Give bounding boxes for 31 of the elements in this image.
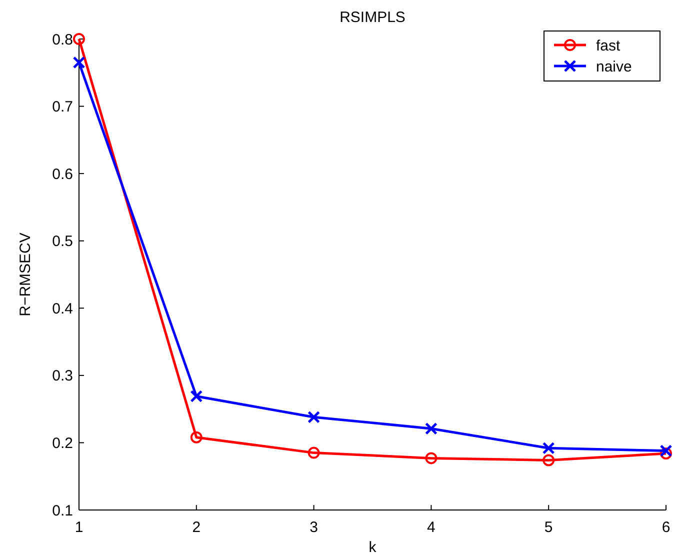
x-axis-title: k <box>368 539 377 556</box>
y-tick-label: 0.3 <box>52 368 73 385</box>
point <box>660 444 672 458</box>
point <box>73 33 85 45</box>
point <box>424 422 438 435</box>
point <box>425 452 438 464</box>
y-tick-label: 0.8 <box>52 31 73 48</box>
chart-title: RSIMPLS <box>340 9 406 26</box>
x-tick-label: 1 <box>74 519 84 536</box>
x-tick-label: 6 <box>662 519 670 536</box>
point <box>308 410 320 424</box>
y-tick-label: 0.6 <box>52 166 73 183</box>
point <box>660 447 672 460</box>
y-tick-label: 0.4 <box>52 300 73 318</box>
legend-label: naive <box>596 58 632 76</box>
x-tick-label: 3 <box>310 519 318 536</box>
point <box>308 446 320 459</box>
point <box>190 431 202 444</box>
y-axis-title: R−RMSECV <box>17 232 34 316</box>
x-tick-label: 2 <box>192 519 201 536</box>
point <box>542 454 555 466</box>
point <box>72 56 86 69</box>
x-tick-label: 4 <box>427 519 436 536</box>
x-tick-label: 5 <box>544 519 553 536</box>
y-tick-label: 0.1 <box>52 502 73 520</box>
legend-label: fast <box>596 37 622 54</box>
y-tick-label: 0.2 <box>52 434 73 452</box>
point <box>542 442 555 454</box>
y-tick-label: 0.5 <box>52 233 73 250</box>
y-tick-label: 0.7 <box>52 98 73 116</box>
point <box>190 390 203 403</box>
